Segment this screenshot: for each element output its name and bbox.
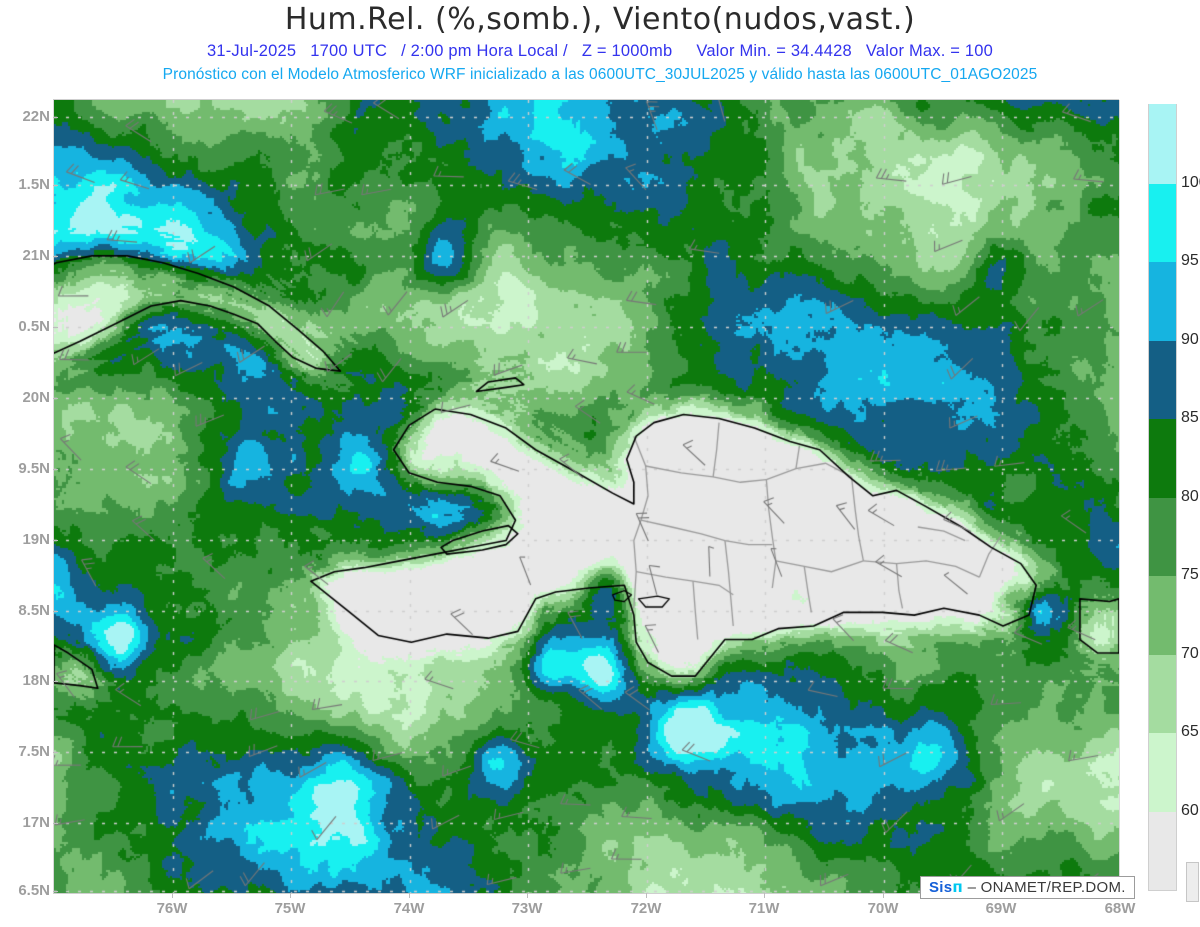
latitude-tick-mark (53, 891, 58, 892)
axis-top (53, 99, 1119, 100)
colorbar-tick-label: 75 (1181, 566, 1199, 583)
longitude-tick-mark (290, 893, 291, 898)
colorbar-band (1149, 339, 1176, 419)
colorbar-band (1149, 418, 1176, 498)
latitude-tick-label: 18N (22, 672, 50, 689)
watermark-pi-icon: ᴨ (952, 878, 964, 896)
latitude-tick-mark (53, 256, 58, 257)
colorbar-band (1149, 810, 1176, 890)
colorbar-tick-label: 65 (1181, 723, 1199, 740)
longitude-tick-label: 74W (393, 900, 425, 917)
watermark-sis: Sis (929, 879, 953, 896)
value-min: Valor Min. = 34.4428 (696, 42, 852, 60)
model-description-line: Pronóstico con el Modelo Atmosferico WRF… (162, 66, 1038, 83)
latitude-tick-label: 20N (22, 389, 50, 406)
colorbar-band (1149, 496, 1176, 576)
longitude-tick-mark (764, 893, 765, 898)
colorbar-band (1149, 575, 1176, 655)
latitude-tick-mark (53, 185, 58, 186)
forecast-utc: 1700 UTC (310, 42, 388, 60)
colorbar-tick-label: 70 (1181, 644, 1199, 662)
colorbar-tick-label: 80 (1181, 487, 1199, 505)
latitude-tick-label: 8.5N (18, 602, 50, 619)
colorbar-tick-label: 90 (1181, 330, 1199, 348)
longitude-tick-mark (883, 893, 884, 898)
longitude-tick-mark (527, 893, 528, 898)
latitude-tick-label: 6.5N (18, 882, 50, 899)
latitude-tick-label: 19N (22, 531, 50, 548)
colorbar-band (1149, 732, 1176, 812)
longitude-tick-label: 71W (748, 900, 780, 917)
forecast-local-time: / 2:00 pm Hora Local / (401, 42, 568, 60)
latitude-tick-mark (53, 327, 58, 328)
longitude-tick-label: 75W (274, 900, 306, 917)
axis-bottom (53, 893, 1119, 894)
humidity-shading-canvas (54, 100, 1119, 893)
map-plot-area (53, 100, 1120, 893)
longitude-tick-mark (646, 893, 647, 898)
latitude-tick-mark (53, 611, 58, 612)
watermark-agency: – ONAMET/REP.DOM. (967, 879, 1126, 896)
longitude-tick-label: 73W (511, 900, 543, 917)
latitude-tick-mark (53, 752, 58, 753)
colorbar-tick-label: 85 (1181, 409, 1199, 426)
longitude-tick-mark (172, 893, 173, 898)
window-edge-filler (1186, 862, 1199, 902)
latitude-tick-label: 21N (22, 247, 50, 264)
forecast-date: 31-Jul-2025 (206, 42, 297, 60)
longitude-tick-label: 69W (985, 900, 1017, 917)
latitude-tick-mark (53, 823, 58, 824)
colorbar-tick-label: 60 (1181, 801, 1199, 819)
latitude-tick-label: 17N (22, 814, 50, 831)
latitude-tick-label: 9.5N (18, 460, 50, 477)
latitude-tick-label: 1.5N (18, 176, 50, 193)
forecast-valid-line: 31-Jul-2025 1700 UTC / 2:00 pm Hora Local … (0, 42, 1200, 61)
latitude-tick-label: 7.5N (18, 743, 50, 760)
colorbar (1148, 104, 1177, 891)
longitude-tick-mark (409, 893, 410, 898)
latitude-tick-mark (53, 681, 58, 682)
longitude-tick-label: 68W (1104, 900, 1136, 917)
longitude-tick-label: 72W (630, 900, 662, 917)
longitude-tick-label: 70W (867, 900, 899, 917)
latitude-tick-label: 22N (22, 108, 50, 125)
latitude-tick-mark (53, 398, 58, 399)
agency-watermark: Sisᴨ – ONAMET/REP.DOM. (920, 876, 1135, 899)
forecast-level: Z = 1000mb (581, 42, 673, 60)
colorbar-band (1149, 653, 1176, 733)
latitude-tick-mark (53, 117, 58, 118)
value-max: Valor Max. = 100 (865, 42, 994, 60)
longitude-tick-label: 76W (156, 900, 188, 917)
page-title: Hum.Rel. (%,somb.), Viento(nudos,vast.) (284, 2, 916, 37)
colorbar-band (1149, 182, 1176, 262)
colorbar-band (1149, 104, 1176, 184)
latitude-tick-mark (53, 469, 58, 470)
colorbar-tick-label: 95 (1181, 252, 1199, 269)
latitude-tick-label: 0.5N (18, 318, 50, 335)
colorbar-tick-label: 100 (1181, 173, 1200, 191)
colorbar-band (1149, 261, 1176, 341)
latitude-tick-mark (53, 540, 58, 541)
